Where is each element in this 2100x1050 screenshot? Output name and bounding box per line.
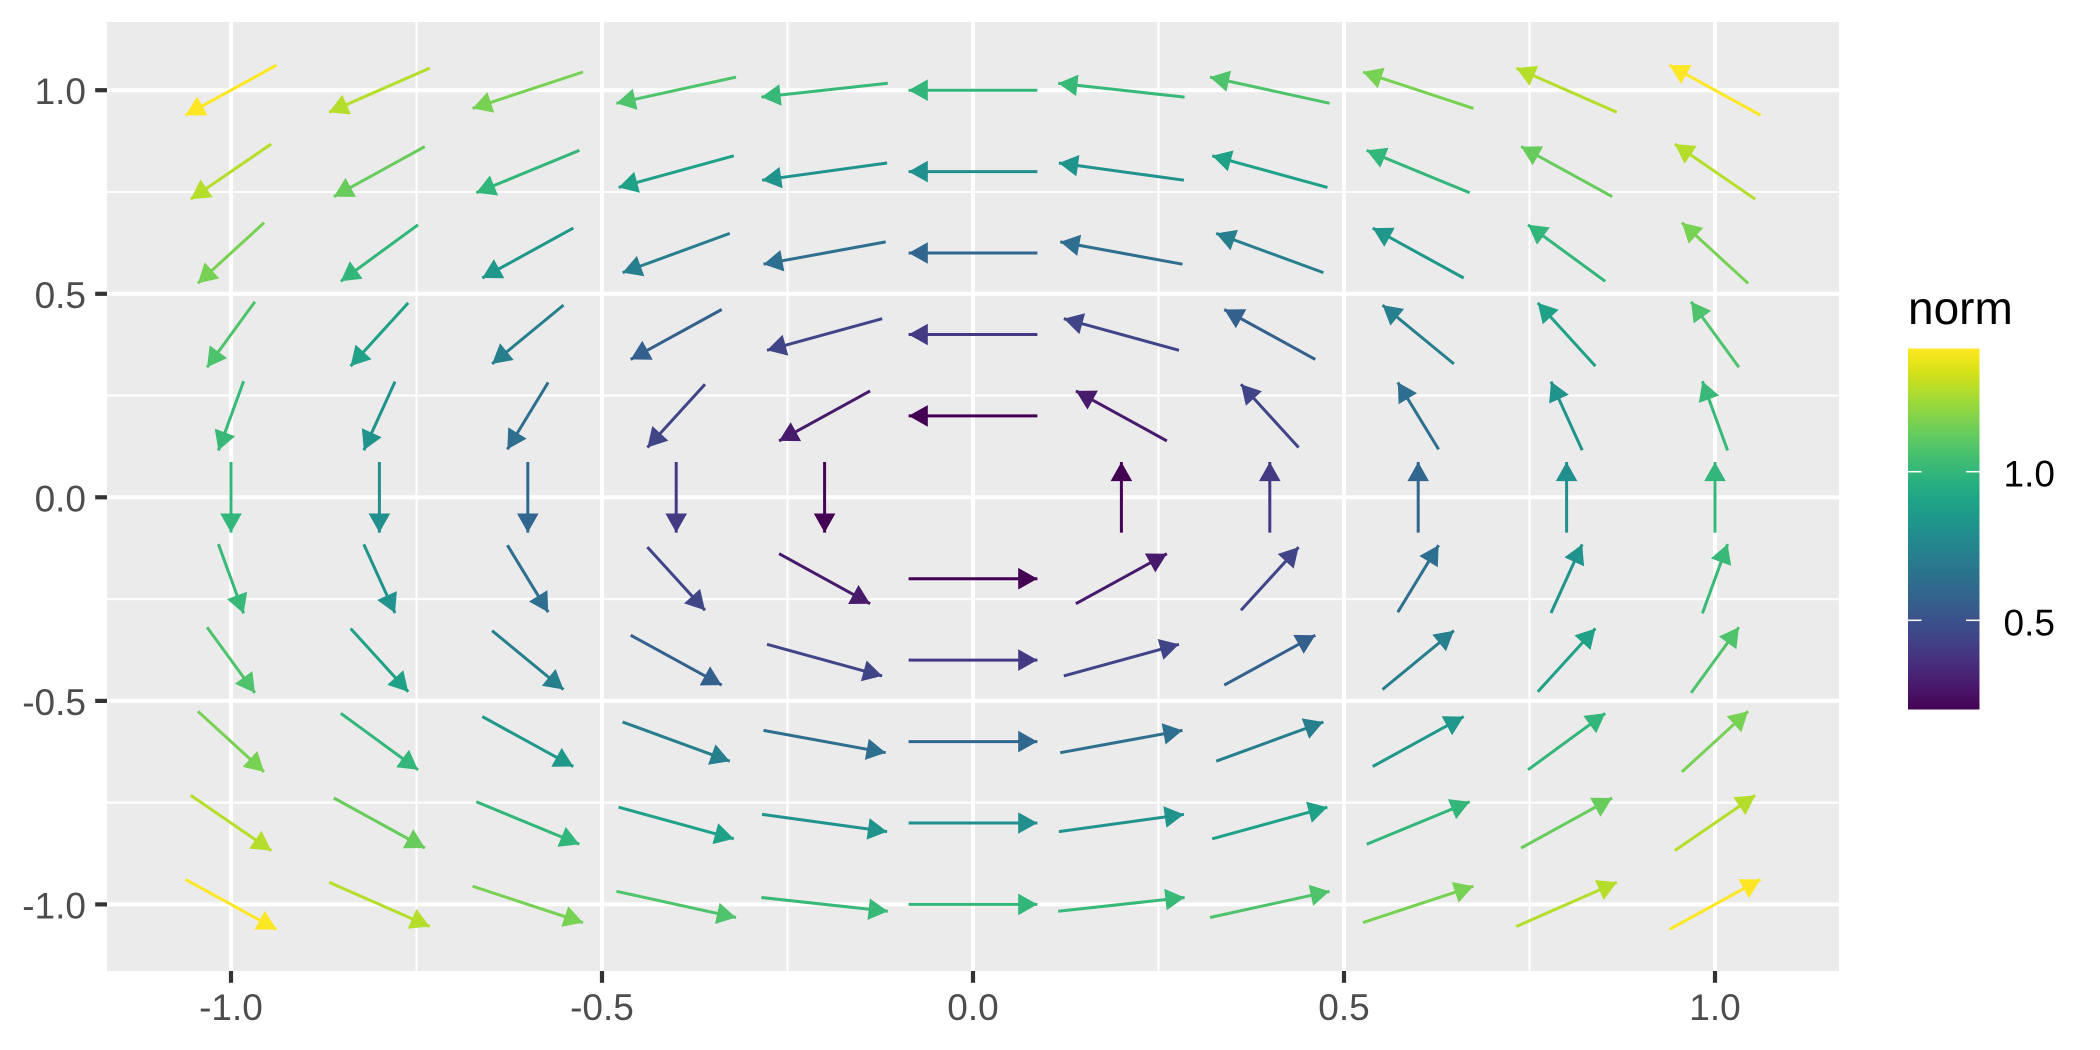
svg-text:-0.5: -0.5	[22, 682, 86, 723]
svg-text:1.0: 1.0	[2004, 454, 2055, 495]
svg-text:1.0: 1.0	[35, 71, 86, 112]
svg-text:-1.0: -1.0	[199, 987, 263, 1028]
svg-text:norm: norm	[1908, 282, 2013, 334]
svg-text:0.5: 0.5	[2004, 602, 2055, 643]
svg-text:-0.5: -0.5	[570, 987, 634, 1028]
svg-text:-1.0: -1.0	[22, 885, 86, 926]
svg-text:0.0: 0.0	[35, 478, 86, 519]
svg-text:0.5: 0.5	[35, 275, 86, 316]
svg-text:0.0: 0.0	[947, 987, 998, 1028]
svg-text:0.5: 0.5	[1318, 987, 1369, 1028]
svg-text:1.0: 1.0	[1689, 987, 1740, 1028]
